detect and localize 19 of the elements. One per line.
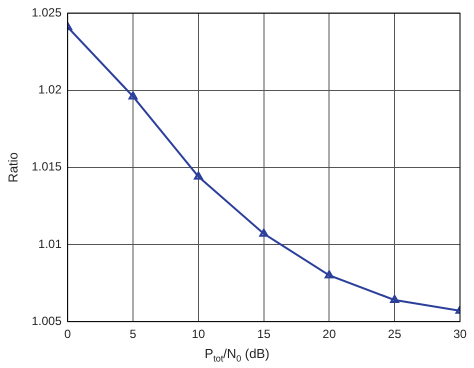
y-tick-label: 1.02 — [38, 82, 62, 97]
y-tick-label: 1.005 — [32, 314, 62, 328]
point — [259, 228, 268, 237]
x-tick-label: 10 — [192, 327, 206, 342]
point — [128, 91, 138, 100]
x-tick-label: 20 — [322, 327, 336, 342]
y-axis-title: Ratio — [5, 152, 20, 183]
point — [324, 270, 334, 278]
x-tick-label: 5 — [130, 327, 137, 342]
x-tick-label: 15 — [257, 327, 271, 342]
x-tick-label: 25 — [388, 327, 402, 342]
point — [194, 172, 203, 180]
x-tick-label: 30 — [453, 327, 467, 342]
y-tick-label: 1.01 — [38, 236, 62, 251]
y-tick-label: 1.025 — [32, 6, 62, 20]
x-tick-label: 0 — [64, 327, 72, 342]
y-tick-label: 1.015 — [32, 160, 62, 174]
x-axis-title: P$_{tot}$/N$_{0}$ (dB) — [204, 346, 270, 364]
point — [390, 295, 400, 304]
